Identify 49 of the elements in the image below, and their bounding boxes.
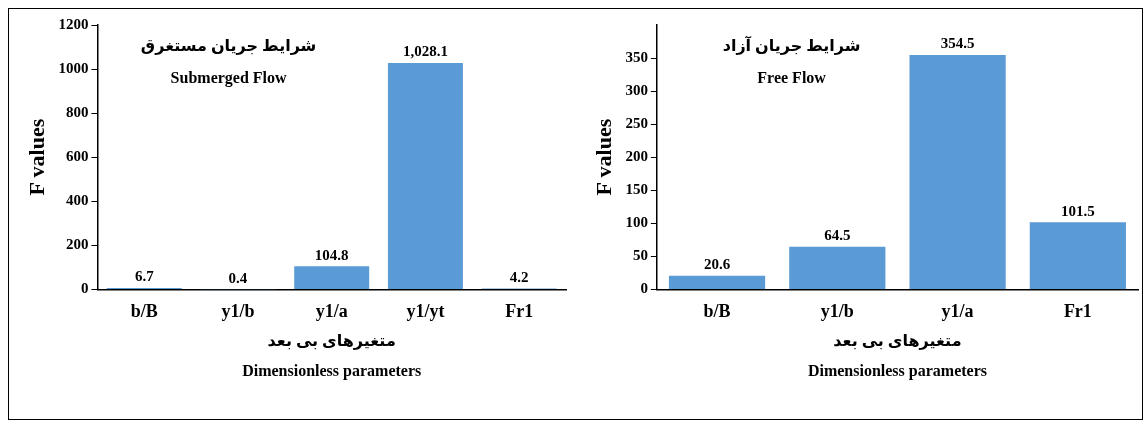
bar [1029, 222, 1126, 289]
y-tick-label: 600 [65, 148, 89, 165]
y-axis-title: F values [590, 118, 616, 196]
bar [789, 246, 886, 289]
text: شرایط جریان آزاد [722, 35, 861, 56]
bar [387, 62, 463, 289]
x-tick-label: y1/yt [406, 300, 445, 321]
x-tick-label: b/B [703, 300, 731, 321]
data-label: 4.2 [509, 268, 529, 285]
text: Submerged Flow [170, 69, 288, 88]
y-tick-label: 250 [625, 115, 648, 132]
data-label: 6.7 [134, 268, 155, 285]
y-tick-label: 100 [625, 214, 648, 231]
y-tick-label: 400 [65, 192, 89, 209]
data-label: 101.5 [1060, 202, 1095, 219]
text: متغیرهای بی بعد [267, 331, 396, 350]
x-tick-label: y1/a [315, 300, 348, 321]
data-label: 20.6 [703, 256, 731, 273]
data-label: 0.4 [228, 269, 248, 286]
y-tick-label: 150 [625, 181, 648, 198]
x-tick-label: y1/a [941, 300, 974, 321]
text: Free Flow [757, 69, 827, 87]
text: شرایط جریان مستغرق [140, 37, 317, 56]
y-axis-title: F values [23, 118, 49, 196]
data-label: 104.8 [314, 246, 349, 263]
y-tick-label: 350 [625, 48, 648, 65]
bar [294, 266, 370, 289]
y-tick-label: 800 [65, 104, 89, 121]
x-tick-label: y1/b [221, 300, 255, 321]
x-tick-label: y1/b [820, 300, 854, 321]
bar [668, 275, 766, 289]
y-tick-label: 200 [65, 236, 89, 253]
y-tick-label: 200 [625, 148, 648, 165]
y-tick-label: 0 [640, 280, 648, 297]
y-tick-label: 0 [80, 280, 89, 297]
y-tick-label: 300 [625, 81, 648, 98]
data-label: 64.5 [824, 227, 851, 244]
data-label: 1,028.1 [402, 43, 448, 60]
bar [909, 55, 1006, 289]
x-axis-title: Dimensionless parameters [807, 361, 987, 380]
y-tick-label: 1200 [58, 15, 89, 32]
x-axis-title: Dimensionless parameters [242, 361, 422, 380]
y-tick-label: 1000 [58, 59, 89, 76]
y-tick-label: 50 [632, 247, 648, 264]
x-tick-label: Fr1 [505, 300, 534, 321]
text: متغیرهای بی بعد [833, 331, 962, 350]
x-tick-label: Fr1 [1063, 300, 1092, 321]
x-tick-label: b/B [130, 300, 158, 321]
data-label: 354.5 [940, 35, 975, 52]
